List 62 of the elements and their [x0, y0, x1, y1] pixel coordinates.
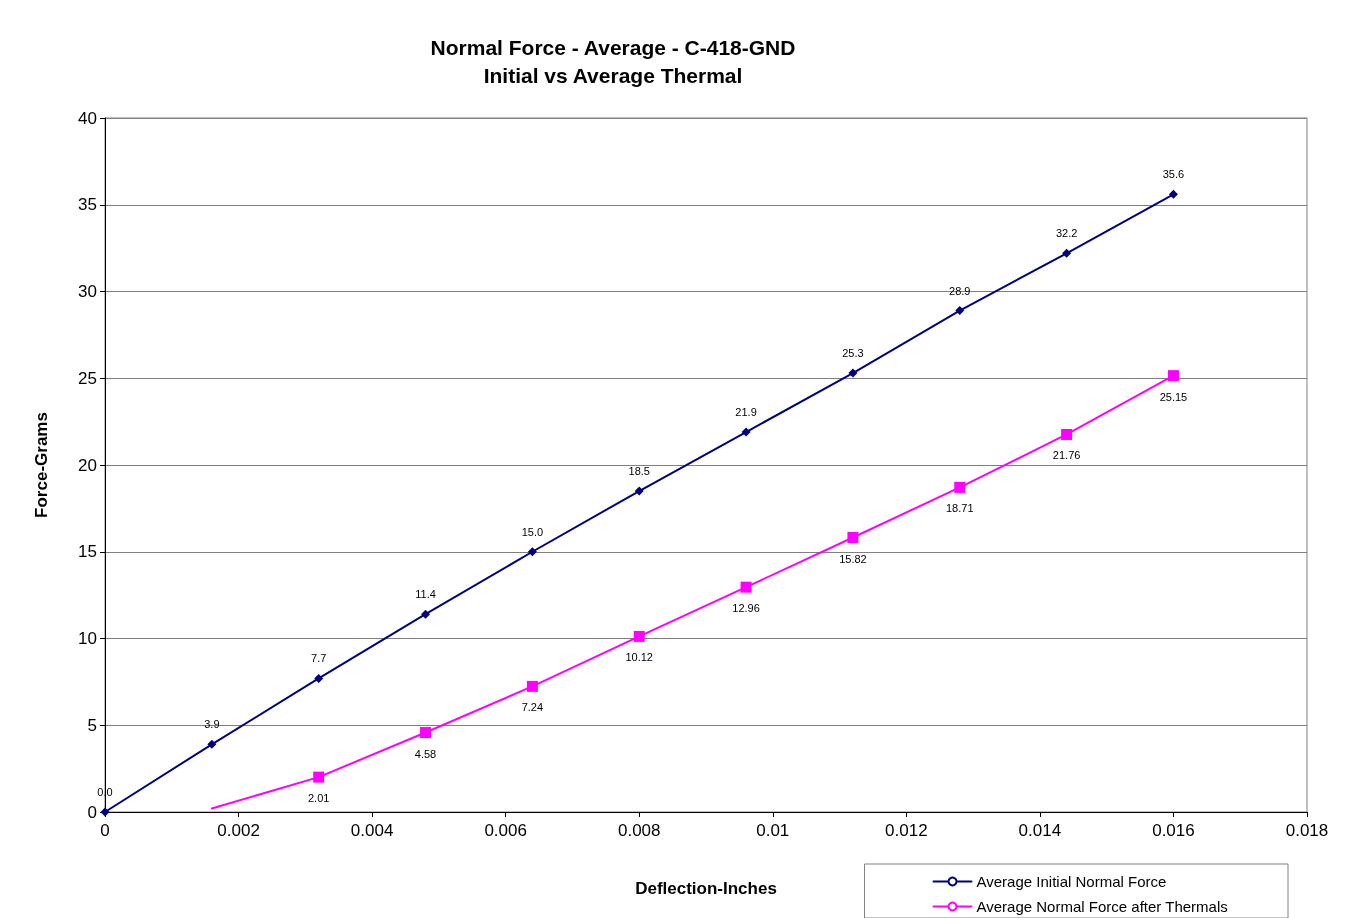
y-tick-label: 15 — [78, 542, 97, 562]
data-label: 25.15 — [1159, 390, 1188, 403]
data-label: 15.82 — [839, 552, 867, 565]
data-label: 3.9 — [204, 718, 220, 731]
chart-title: Normal Force - Average - C-418-GND Initial vs Average Thermal — [430, 35, 796, 87]
x-tick-label: 0.012 — [885, 821, 928, 840]
x-tick-label: 0 — [100, 821, 110, 840]
data-label: 32.2 — [1055, 227, 1078, 240]
data-label: 35.6 — [1162, 168, 1185, 181]
point — [741, 427, 751, 437]
x-tick-label: 0.004 — [350, 821, 394, 840]
point — [847, 532, 859, 544]
y-tick-label: 35 — [78, 195, 97, 215]
point — [526, 680, 538, 692]
data-label: 7.7 — [311, 652, 327, 665]
x-tick-label: 0.016 — [1152, 821, 1195, 840]
x-tick-label: 0.014 — [1018, 821, 1062, 840]
data-label: 10.12 — [625, 651, 653, 664]
point — [420, 727, 432, 739]
data-label: 7.24 — [521, 701, 544, 714]
data-label: 4.58 — [414, 747, 437, 760]
point — [1167, 370, 1179, 382]
point — [954, 481, 966, 493]
y-tick-label: 30 — [78, 282, 97, 301]
point — [1062, 248, 1072, 258]
point — [527, 547, 537, 557]
point — [634, 486, 644, 496]
point — [421, 609, 431, 619]
data-label: 18.5 — [628, 465, 650, 478]
legend-label: Average Initial Normal Force — [976, 873, 1167, 890]
point — [1168, 189, 1178, 199]
point — [314, 673, 324, 683]
data-label: 28.9 — [949, 284, 971, 297]
data-label: 15.0 — [521, 525, 544, 538]
point — [740, 581, 752, 593]
point — [207, 739, 217, 749]
x-tick-label: 0.018 — [1285, 821, 1329, 840]
point — [1061, 428, 1073, 440]
y-tick-label: 20 — [78, 455, 97, 475]
point — [848, 368, 858, 378]
data-label: 2.01 — [307, 792, 330, 805]
data-label: 21.9 — [735, 406, 757, 419]
point — [313, 771, 325, 783]
y-tick-label: 5 — [87, 715, 97, 735]
y-tick-label: 25 — [78, 368, 97, 388]
point — [633, 630, 645, 642]
data-label: 25.3 — [842, 347, 864, 360]
data-label: 11.4 — [415, 588, 436, 601]
point — [955, 306, 965, 316]
legend-label: Average Normal Force after Thermals — [976, 898, 1228, 915]
y-tick-label: 0 — [87, 802, 97, 822]
y-tick-label: 40 — [78, 108, 97, 128]
y-axis-title: Force-Grams — [32, 412, 51, 518]
data-label: 12.96 — [732, 602, 760, 615]
data-label: 21.76 — [1052, 449, 1081, 462]
y-tick-label: 10 — [78, 629, 97, 648]
x-tick-label: 0.008 — [617, 821, 661, 840]
x-tick-label: 0.01 — [756, 821, 790, 840]
x-axis-title: Deflection-Inches — [635, 879, 777, 898]
data-label: 18.71 — [945, 502, 974, 515]
x-tick-label: 0.002 — [217, 821, 260, 840]
x-tick-label: 0.006 — [484, 821, 527, 840]
